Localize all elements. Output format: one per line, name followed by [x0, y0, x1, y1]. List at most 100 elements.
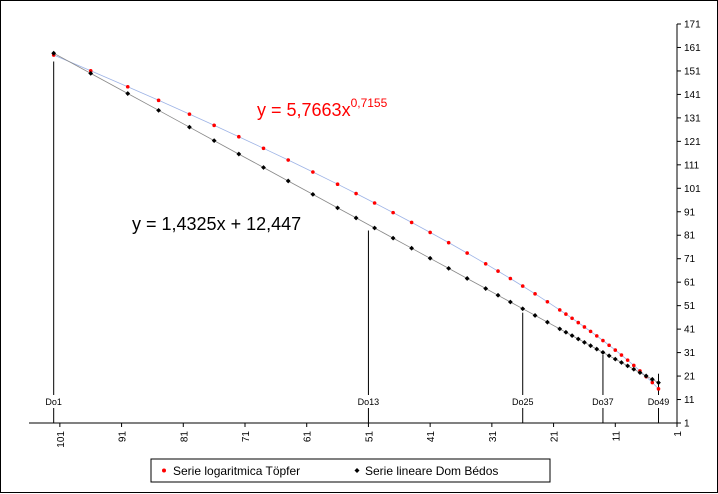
x-axis-ticks: 101 91 81 71 61 51 41 31 21 11 1	[56, 423, 684, 448]
legend-box	[150, 458, 551, 483]
data-point	[427, 255, 433, 261]
y-tick-label: 71	[684, 254, 696, 265]
data-point	[557, 326, 563, 332]
data-point	[446, 265, 452, 271]
data-point	[125, 91, 131, 96]
y-tick-label: 161	[684, 43, 701, 54]
x-tick-label: 61	[303, 431, 314, 443]
power-equation-label: y = 5,7663x0,7155	[257, 96, 388, 120]
x-tick-label: 41	[426, 431, 437, 443]
data-point	[520, 306, 526, 312]
data-point	[310, 192, 316, 197]
data-point	[588, 343, 593, 349]
data-point	[637, 370, 643, 375]
data-point	[619, 353, 624, 357]
linear-equation-label: y = 1,4325x + 12,447	[132, 214, 301, 234]
data-point	[656, 387, 661, 391]
data-point	[495, 292, 501, 298]
annotation-label: Do37	[592, 397, 614, 407]
y-tick-label: 111	[684, 160, 700, 171]
data-point	[212, 123, 216, 128]
data-point	[576, 320, 581, 325]
x-tick-label: 81	[179, 431, 190, 443]
data-point	[372, 225, 377, 231]
data-point	[446, 240, 451, 245]
data-point	[390, 235, 396, 241]
x-tick-label: 31	[488, 431, 499, 443]
data-point	[125, 84, 130, 89]
data-point	[88, 68, 93, 73]
legend: Serie logaritmica Töpfer Serie lineare D…	[150, 458, 551, 483]
series-dom-bedos	[51, 50, 661, 386]
legend-marker-topfer	[162, 468, 166, 473]
data-point	[649, 376, 655, 382]
data-point	[156, 107, 161, 113]
data-point	[88, 70, 94, 76]
data-point	[570, 316, 574, 321]
annotation-label: Do13	[358, 397, 380, 407]
legend-label-topfer: Serie logaritmica Töpfer	[173, 464, 300, 478]
data-point	[261, 146, 266, 151]
annotation-label: Do25	[512, 397, 534, 407]
annotation-label: Do49	[648, 397, 670, 407]
data-point	[236, 151, 242, 157]
data-point	[335, 182, 340, 187]
y-tick-label: 121	[684, 137, 701, 148]
data-point	[508, 276, 513, 281]
data-point	[353, 215, 359, 221]
data-point	[650, 380, 655, 385]
data-point	[632, 363, 636, 368]
data-point	[483, 261, 488, 266]
data-point	[51, 50, 57, 56]
y-tick-label: 51	[684, 301, 696, 312]
legend-label-dom-bedos: Serie lineare Dom Bédos	[365, 464, 498, 478]
y-tick-label: 101	[684, 184, 701, 195]
data-point	[261, 165, 266, 170]
x-tick-label: 11	[611, 431, 622, 442]
data-point	[588, 329, 593, 334]
data-point	[600, 350, 606, 355]
data-point	[643, 373, 649, 379]
data-point	[496, 269, 500, 273]
legend-item-topfer: Serie logaritmica Töpfer	[162, 464, 300, 478]
power-equation-text: y = 5,7663x	[257, 100, 351, 120]
data-point	[483, 286, 489, 291]
legend-item-dom-bedos: Serie lineare Dom Bédos	[354, 464, 498, 478]
data-point	[335, 205, 340, 211]
data-point	[607, 343, 611, 348]
data-point	[601, 338, 605, 343]
y-tick-label: 1	[684, 419, 690, 430]
data-point	[582, 325, 587, 329]
data-point	[625, 363, 631, 369]
series-group	[51, 50, 661, 391]
x-tick-label: 51	[364, 431, 375, 443]
y-tick-label: 41	[684, 325, 696, 336]
data-point	[564, 312, 568, 316]
data-point	[575, 336, 581, 342]
data-point	[545, 299, 550, 304]
data-point	[594, 346, 600, 352]
y-tick-label: 61	[684, 278, 696, 289]
data-point	[532, 313, 538, 318]
x-tick-label: 21	[550, 431, 561, 443]
y-tick-label: 81	[684, 231, 696, 242]
data-point	[286, 158, 291, 162]
annotation-label: Do1	[45, 397, 62, 407]
x-tick-label: 91	[118, 431, 129, 443]
data-point	[372, 201, 377, 205]
data-point	[507, 299, 513, 305]
data-point	[465, 251, 469, 255]
data-point	[211, 138, 217, 144]
data-point	[656, 380, 661, 386]
series-topfer	[51, 53, 661, 391]
y-axis-ticks: 1112131415161718191101111121131141151161…	[677, 20, 701, 430]
data-point	[563, 329, 569, 335]
data-point	[582, 339, 587, 345]
data-point	[569, 333, 575, 339]
data-point	[557, 308, 562, 312]
data-point	[612, 356, 618, 362]
data-point	[311, 170, 315, 174]
data-point	[237, 134, 241, 139]
